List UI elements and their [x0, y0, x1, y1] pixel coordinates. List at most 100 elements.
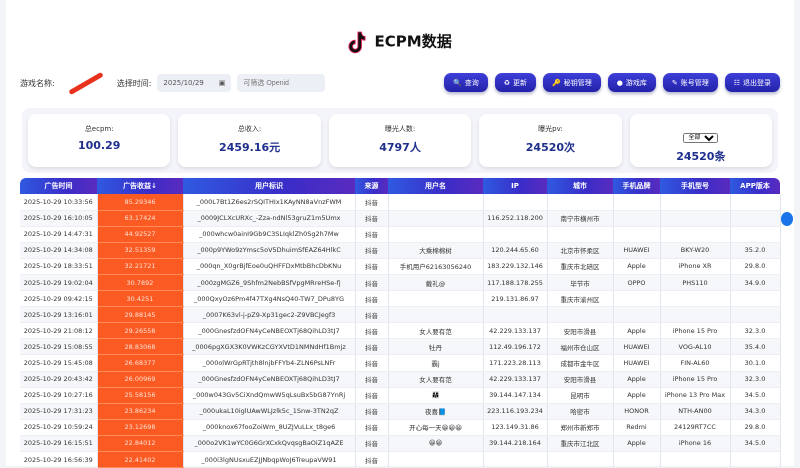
table-row[interactable]: 2025-10-29 19:02:04 30.7892 _000zgMGZ6_9Sh… — [20, 274, 781, 292]
cell — [613, 194, 661, 211]
cell — [730, 451, 781, 468]
cell: iPhone 13 Pro Max — [660, 387, 731, 404]
cell — [660, 290, 731, 308]
refresh-button[interactable]: ♻ 更新 — [494, 73, 537, 92]
date-input[interactable]: 2025/10/29 ▣ — [157, 74, 232, 92]
float-chat-button[interactable] — [781, 212, 793, 226]
cell: 35.4.0 — [730, 338, 781, 356]
table-row[interactable]: 2025-10-29 16:15:51 22.84012 _000o2VK1wYC0… — [20, 435, 781, 453]
stat-label: 曝光人数: — [384, 125, 416, 133]
cell: 抖音 — [355, 210, 389, 227]
column-header[interactable]: 广告收益↓ — [97, 178, 183, 194]
table-row[interactable]: 2025-10-29 10:27:16 25.58156 _000w043Gv5Ci… — [20, 387, 781, 404]
cell: 抖音 — [355, 242, 389, 259]
column-header[interactable]: 用户标识 — [183, 178, 355, 194]
cell: iPhone XR — [660, 258, 731, 275]
openid-input[interactable] — [237, 74, 326, 92]
cell: _000qn_X0grBjfEoe0uQHFFDxMtbBhcDbKNu — [183, 258, 356, 275]
cell: 29.26558 — [97, 322, 184, 340]
cell: _000w043Gv5CiXndQmwW5qLsuBx5bG87YnRj — [183, 387, 356, 404]
cell: 抖音 — [355, 306, 389, 324]
table-row[interactable]: 2025-10-29 10:59:24 23.12698 _000knox67foo… — [20, 419, 781, 436]
stat-card: 总ecpm: 100.29 — [28, 114, 171, 167]
cell — [730, 194, 781, 211]
table-row[interactable]: 2025-10-29 18:33:51 32.21721 _000qn_X0grBj… — [20, 258, 781, 275]
cell: 23.86234 — [97, 403, 184, 420]
cell: _000GnesfzdOFN4yCeNBEOXTj68QihLD3tJ7 — [183, 371, 356, 388]
cell — [388, 290, 484, 308]
cell: 重庆市北碚区 — [547, 258, 614, 275]
cell: 120.244.65.60 — [483, 242, 548, 259]
game-select[interactable] — [61, 71, 111, 95]
cell: _000ukaL10iglUAwWLJzlk5c_1Snw-3TN2qZ — [183, 403, 356, 420]
cell: 29.88145 — [97, 306, 184, 324]
cell — [483, 306, 548, 324]
cell: _000L7Bt1Z6es2rSQITHIx1KAyNN8aVnzFWM — [183, 194, 356, 211]
cell: 😀😀 — [388, 435, 484, 453]
game-button[interactable]: ● 游戏库 — [607, 73, 656, 92]
column-header[interactable]: 手机型号 — [660, 178, 730, 194]
table-row[interactable]: 2025-10-29 15:45:08 26.68377 _000olWrGpRTj… — [20, 354, 781, 372]
stat-label: 曝光pv: — [538, 125, 563, 133]
table-row[interactable]: 2025-10-29 13:16:01 29.88145 _0007K63vl-j-… — [20, 306, 781, 324]
table-row[interactable]: 2025-10-29 20:43:42 26.00969 _000GnesfzdOF… — [20, 371, 781, 388]
column-header[interactable]: 用户名 — [388, 178, 483, 194]
cell: 183.229.132.146 — [483, 258, 548, 275]
cell: HUAWEI — [613, 338, 661, 356]
cell: 女人要有范 — [388, 322, 484, 340]
cell: Redmi — [613, 419, 661, 436]
cell: 25.58156 — [97, 387, 184, 404]
cell: PHS110 — [660, 274, 731, 292]
key-button[interactable]: 🔑 秘钥管理 — [543, 73, 601, 92]
column-header[interactable]: 广告时间 — [20, 178, 97, 194]
cell: 郑州市新郑市 — [547, 419, 614, 436]
cell — [660, 210, 731, 227]
cell: 116.252.118.200 — [483, 210, 548, 227]
search-button[interactable]: 🔍 查询 — [444, 73, 488, 92]
cell: 2025-10-29 15:45:08 — [20, 354, 98, 372]
cell: 抖音 — [355, 274, 389, 292]
cell: 24129RT7CC — [660, 419, 731, 436]
cell: 牡丹 — [388, 338, 484, 356]
game-icon: ● — [616, 78, 623, 87]
table-row[interactable]: 2025-10-29 10:33:56 85.29346 _000L7Bt1Z6es… — [20, 194, 781, 211]
stat-card: 曝光人数: 4797人 — [328, 114, 472, 167]
cell: Apple — [613, 258, 661, 275]
cell: 2025-10-29 20:43:42 — [20, 371, 98, 388]
table-row[interactable]: 2025-10-29 14:47:31 44.92527 _000whcw0ainI… — [20, 226, 781, 243]
logout-button[interactable]: ☷ 退出登录 — [724, 73, 780, 92]
table-row[interactable]: 2025-10-29 14:34:08 32.51359 _000p9YWo9zYm… — [20, 242, 781, 259]
cell: 福州市仓山区 — [547, 338, 614, 356]
cell — [483, 194, 548, 211]
account-button[interactable]: ✎ 账号管理 — [662, 73, 718, 92]
column-header[interactable]: 来源 — [355, 178, 388, 194]
column-header[interactable]: 手机品牌 — [613, 178, 660, 194]
calendar-icon[interactable]: ▣ — [218, 79, 226, 87]
cell: 30.7892 — [97, 274, 184, 292]
cell: 夜喜📘 — [388, 403, 484, 420]
stat-card: 总收入: 2459.16元 — [178, 114, 321, 167]
cell: 抖音 — [355, 435, 389, 453]
cell: 29.8.0 — [730, 258, 781, 275]
stat-label: 总收入: — [237, 125, 262, 133]
table-row[interactable]: 2025-10-29 16:56:39 22.41402 _000i3lgNUsxu… — [20, 451, 781, 468]
stats-panel: 总ecpm: 100.29 总收入: 2459.16元 曝光人数: 4797人 曝光pv: 2… — [22, 108, 778, 173]
table-row[interactable]: 2025-10-29 09:42:15 30.4251 _000QxyOz6Pm4f… — [20, 290, 781, 308]
cell — [483, 451, 548, 468]
table-row[interactable]: 2025-10-29 16:10:05 63.17424 _0009JCLXcURX… — [20, 210, 781, 227]
column-header[interactable]: 城市 — [547, 178, 613, 194]
cell — [547, 194, 614, 211]
column-header[interactable]: APP版本 — [730, 178, 780, 194]
cell: _000QxyOz6Pm4f47TXg4NsQ40-TW7_DPu8YG — [183, 290, 356, 308]
cell: 112.49.196.172 — [483, 338, 548, 356]
column-header[interactable]: IP — [483, 178, 547, 194]
table-row[interactable]: 2025-10-29 15:08:55 28.83068 _0006pgXGX3K0… — [20, 338, 781, 356]
table-row[interactable]: 2025-10-29 21:08:12 29.26558 _000GnesfzdOF… — [20, 322, 781, 340]
range-select[interactable]: 全部 — [683, 133, 719, 143]
cell: 南宁市横州市 — [547, 210, 614, 227]
account-icon: ✎ — [671, 78, 678, 87]
cell: 抖音 — [355, 194, 389, 211]
cell: 大乘棉棉树 — [388, 242, 484, 259]
cell: 安阳市滑县 — [547, 371, 614, 388]
table-row[interactable]: 2025-10-29 17:31:23 23.86234 _000ukaL10igl… — [20, 403, 781, 420]
